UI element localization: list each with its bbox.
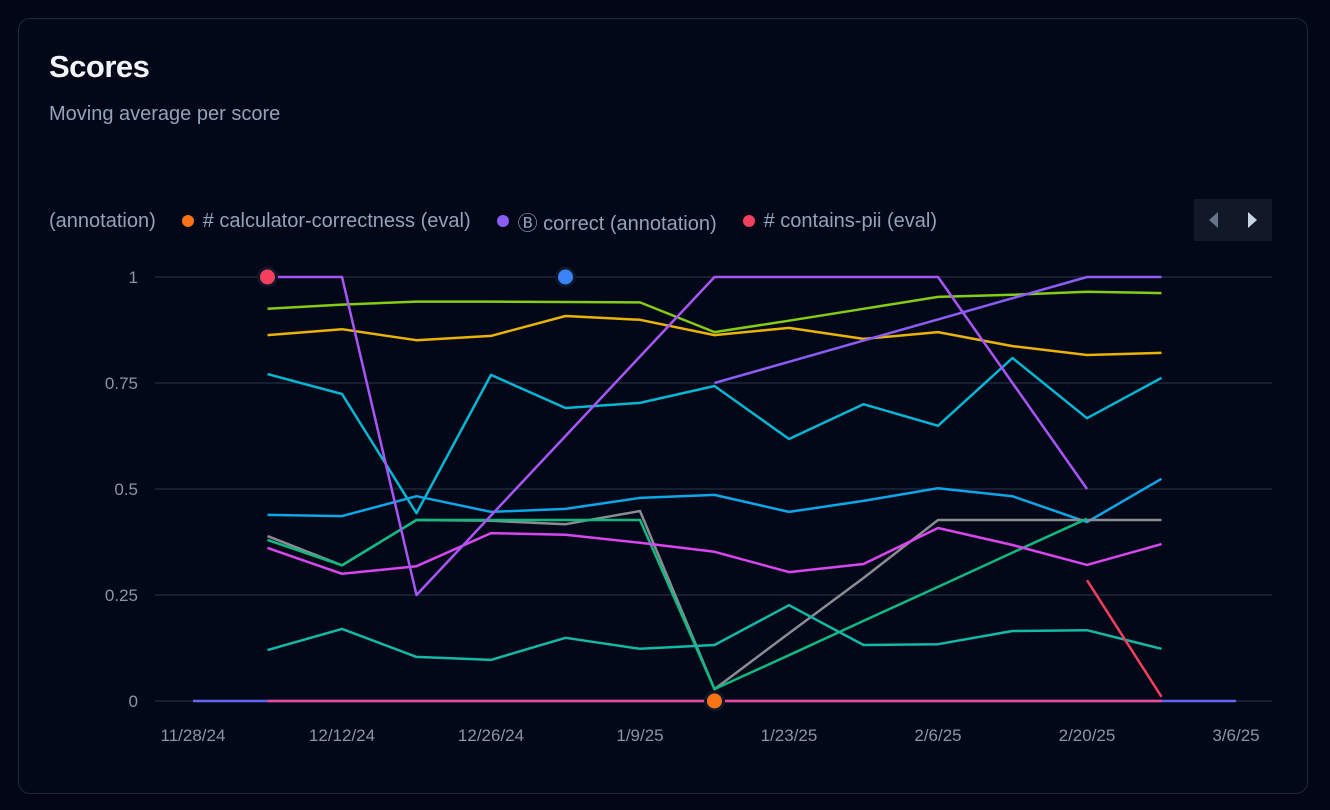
- series-line-6: [267, 509, 1162, 691]
- annotation-marker: [257, 266, 278, 288]
- x-tick-label: 2/20/25: [1059, 726, 1116, 745]
- legend-label: (annotation): [49, 209, 156, 232]
- x-tick-label: 3/6/25: [1212, 726, 1259, 745]
- series-line-10: [267, 275, 1089, 597]
- series-line-5: [267, 477, 1163, 524]
- card-title: Scores: [49, 49, 150, 84]
- series-line-3: [267, 314, 1162, 357]
- legend-item-correct[interactable]: Ⓑ correct (annotation): [496, 207, 717, 236]
- legend-dot-icon: [742, 215, 755, 227]
- legend-label: Ⓑ correct (annotation): [517, 212, 717, 235]
- y-tick-label: 0.75: [105, 374, 138, 393]
- y-tick-label: 1: [129, 268, 138, 287]
- series-line-9: [267, 603, 1162, 662]
- legend-dot-icon: [496, 215, 509, 227]
- y-tick-label: 0: [129, 692, 138, 711]
- series-line-8: [267, 526, 1162, 576]
- legend-label: # calculator-correctness (eval): [202, 209, 471, 232]
- chart-legend: (annotation) # calculator-correctness (e…: [49, 199, 1194, 243]
- card-subtitle: Moving average per score: [49, 103, 281, 125]
- annotation-marker: [555, 266, 576, 288]
- legend-pagination: [1194, 199, 1272, 241]
- x-tick-label: 12/26/24: [458, 726, 524, 745]
- series-line-11: [714, 275, 1162, 385]
- scores-card: Scores Moving average per score (annotat…: [18, 18, 1308, 794]
- legend-item-annotation[interactable]: (annotation): [49, 210, 156, 233]
- legend-item-contains-pii[interactable]: # contains-pii (eval): [742, 209, 938, 233]
- series-line-2: [267, 290, 1162, 334]
- chevron-right-icon[interactable]: [1248, 212, 1257, 228]
- legend-item-calculator-correctness[interactable]: # calculator-correctness (eval): [181, 209, 471, 233]
- x-tick-label: 2/6/25: [914, 726, 961, 745]
- legend-dot-icon: [181, 215, 194, 227]
- chevron-left-icon[interactable]: [1209, 212, 1218, 228]
- x-tick-label: 12/12/24: [309, 726, 375, 745]
- x-tick-label: 1/9/25: [616, 726, 663, 745]
- annotation-marker: [704, 690, 725, 712]
- legend-label: # contains-pii (eval): [763, 209, 938, 232]
- x-tick-label: 1/23/25: [761, 726, 818, 745]
- y-tick-label: 0.25: [105, 586, 138, 605]
- series-line-12: [1085, 579, 1163, 698]
- y-tick-label: 0.5: [114, 480, 138, 499]
- series-line-7: [267, 517, 1088, 691]
- series-line-4: [267, 356, 1163, 515]
- x-tick-label: 11/28/24: [161, 726, 226, 745]
